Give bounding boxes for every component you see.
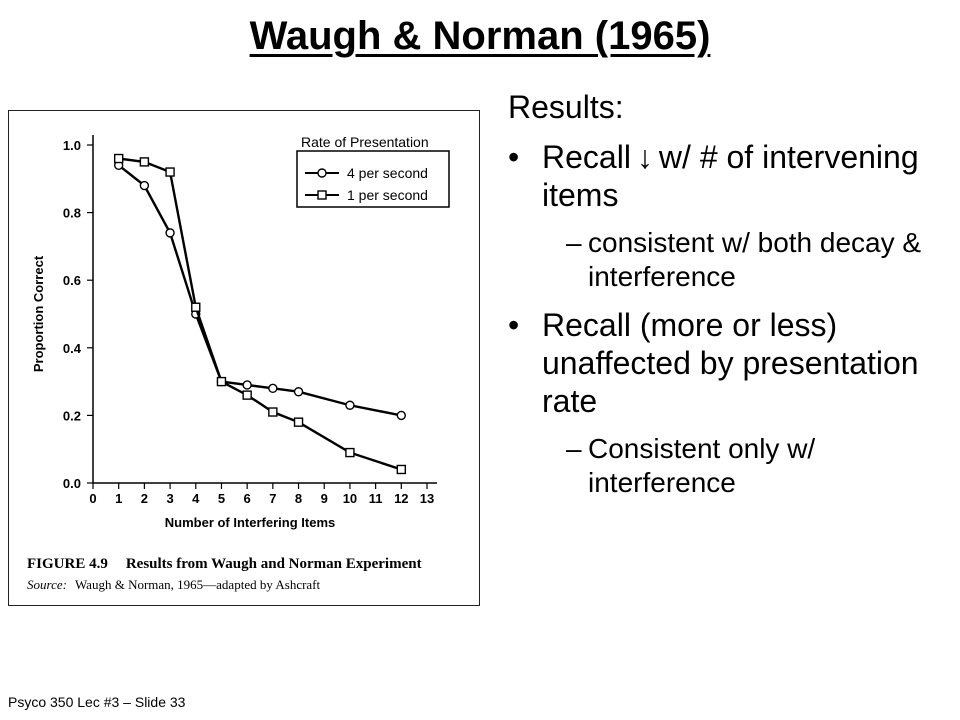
sub-bullet-2-text: Consistent only w/ interference: [588, 433, 816, 498]
bullet-dot-icon: •: [508, 139, 520, 175]
figure-panel: 0.0 0.2 0.4 0.6 0.8 1.0 0 1 2 3 4 5 6 7 8 9 10 11 12 13 Numb…: [8, 110, 480, 606]
y-tick-label: 0.4: [63, 341, 82, 356]
x-tick-label: 6: [244, 491, 251, 506]
bullet-dot-icon: •: [508, 307, 520, 343]
bullet-recall-decline: • Recall ↓ w/ # of intervening items: [508, 138, 948, 214]
y-tick-label: 0.8: [63, 206, 81, 221]
x-tick-label: 3: [166, 491, 173, 506]
figure-caption: FIGURE 4.9 Results from Waugh and Norman …: [27, 556, 422, 573]
series-point-square: [242, 390, 252, 400]
sub-bullet-interference-only: – Consistent only w/ interference: [508, 432, 948, 500]
x-axis-label: Number of Interfering Items: [165, 515, 335, 530]
series-point-circle: [293, 387, 304, 397]
x-tick-label: 11: [369, 491, 383, 506]
series-point-circle: [165, 228, 175, 238]
figure-caption-title: Results from Waugh and Norman Experiment: [125, 556, 422, 572]
series-point-square: [396, 464, 407, 475]
figure-caption-label: FIGURE 4.9: [27, 556, 108, 572]
sub-bullet-dash: –: [566, 433, 582, 464]
x-tick-label: 2: [141, 491, 148, 506]
y-tick-label: 0.2: [63, 408, 81, 423]
sub-bullet-dash: –: [566, 227, 582, 258]
legend-square-marker: [317, 190, 327, 200]
y-tick-label: 1.0: [63, 138, 81, 153]
sub-bullet-decay-interference: – consistent w/ both decay & interferenc…: [508, 226, 948, 294]
x-tick-label: 13: [420, 491, 434, 506]
slide-footer: Psyco 350 Lec #3 – Slide 33: [8, 694, 186, 710]
bullet-2-text: Recall (more or less) unaffected by pres…: [542, 307, 919, 419]
legend-title: Rate of Presentation: [301, 134, 429, 150]
x-tick-label: 7: [269, 491, 276, 506]
x-tick-label: 0: [89, 491, 96, 506]
slide-title: Waugh & Norman (1965): [249, 14, 711, 58]
legend-circle-marker: [317, 168, 327, 178]
series-point-square: [191, 302, 201, 312]
bullet-1-text-before: Recall: [542, 139, 631, 175]
series-line-1: [117, 164, 402, 417]
series-point-square: [139, 157, 150, 167]
legend-entry-2: 1 per second: [347, 187, 428, 203]
y-tick-label: 0.0: [63, 476, 81, 491]
x-tick-label: 8: [295, 491, 302, 506]
legend-entry-1: 4 per second: [347, 165, 428, 181]
series-point-circle: [345, 400, 355, 410]
x-tick-label: 1: [115, 491, 122, 506]
sub-bullet-1-text: consistent w/ both decay & interference: [588, 227, 922, 292]
results-heading: Results:: [508, 89, 624, 125]
bullet-presentation-rate: • Recall (more or less) unaffected by pr…: [508, 306, 948, 420]
series-point-square: [216, 376, 227, 387]
figure-source-text: Waugh & Norman, 1965—adapted by Ashcraft: [74, 577, 321, 592]
results-text: Results: • Recall ↓ w/ # of intervening it…: [508, 88, 948, 512]
y-tick-label: 0.6: [63, 273, 81, 288]
series-point-circle: [268, 383, 278, 394]
series-line-2: [118, 157, 402, 471]
series-point-square: [165, 167, 175, 177]
series-point-circle: [396, 410, 407, 421]
x-tick-label: 10: [343, 491, 357, 506]
series-point-square: [345, 447, 355, 458]
series-point-square: [293, 417, 304, 427]
x-tick-label: 5: [218, 491, 225, 506]
x-tick-label: 4: [192, 491, 200, 506]
series-point-circle: [139, 180, 150, 191]
line-chart: 0.00.20.40.60.81.00 1 2 3 4 5 6 7 8 9 10 11 12 13Numb…: [31, 134, 450, 530]
bullet-1-text-after: w/ # of intervening items: [542, 139, 919, 213]
series-point-square: [268, 407, 278, 417]
x-tick-label: 12: [394, 491, 408, 506]
series-point-circle: [242, 380, 252, 390]
series-point-square: [113, 153, 124, 164]
figure-source: Source: Waugh & Norman, 1965—adapted by A…: [27, 577, 320, 593]
down-arrow-icon: ↓: [636, 139, 653, 175]
figure-source-label: Source:: [27, 577, 67, 592]
legend-box: [296, 150, 450, 208]
x-tick-label: 9: [321, 491, 328, 506]
y-axis-label: Proportion Correct: [31, 255, 46, 372]
